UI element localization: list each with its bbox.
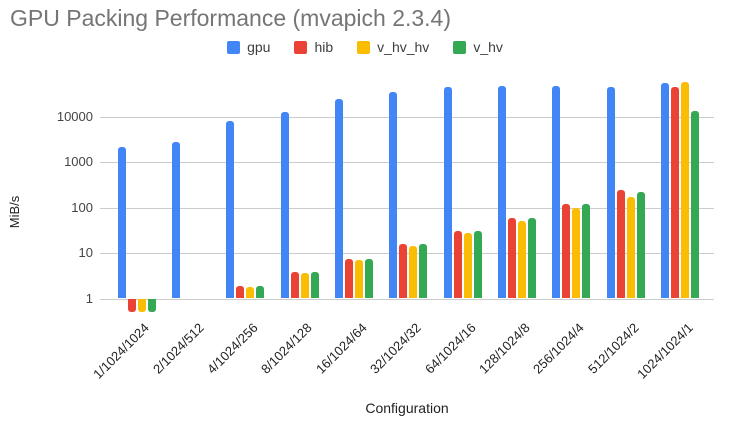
y-tick-label: 1 [85, 290, 93, 306]
bar-hib-8/1024/128[interactable] [290, 271, 299, 299]
legend-label: v_hv [473, 39, 503, 55]
bar-v_hv_hv-256/1024/4[interactable] [572, 208, 581, 299]
legend-label: v_hv_hv [377, 39, 430, 55]
x-tick-label: 2/1024/512 [149, 320, 207, 377]
bar-gpu-512/1024/2[interactable] [606, 86, 615, 299]
bar-v_hv-128/1024/8[interactable] [527, 217, 536, 299]
bar-v_hv-4/1024/256[interactable] [256, 285, 265, 299]
x-tick-label: 128/1024/8 [475, 320, 533, 377]
bar-v_hv_hv-64/1024/16[interactable] [463, 232, 472, 299]
legend-item-hib[interactable]: hib [294, 39, 333, 55]
bar-v_hv-256/1024/4[interactable] [582, 203, 591, 299]
x-axis-title: Configuration [365, 400, 449, 416]
bar-hib-64/1024/16[interactable] [453, 230, 462, 299]
bar-gpu-32/1024/32[interactable] [389, 91, 398, 299]
bar-v_hv-64/1024/16[interactable] [473, 230, 482, 299]
bar-hib-512/1024/2[interactable] [616, 190, 625, 299]
bar-gpu-16/1024/64[interactable] [334, 99, 343, 299]
y-tick-label: 1000 [64, 154, 93, 170]
bar-hib-1/1024/1024[interactable] [127, 298, 136, 313]
legend-label: gpu [247, 39, 271, 55]
bar-v_hv_hv-4/1024/256[interactable] [246, 286, 255, 299]
bar-v_hv-1/1024/1024[interactable] [147, 298, 156, 313]
bar-hib-256/1024/4[interactable] [562, 204, 571, 299]
chart-title: GPU Packing Performance (mvapich 2.3.4) [10, 5, 452, 31]
legend-item-v_hv[interactable]: v_hv [453, 39, 503, 55]
x-tick-label: 1/1024/1024 [90, 320, 153, 382]
bar-gpu-64/1024/16[interactable] [443, 87, 452, 299]
bar-v_hv_hv-1/1024/1024[interactable] [137, 298, 146, 313]
legend-item-gpu[interactable]: gpu [227, 39, 270, 55]
bar-hib-4/1024/256[interactable] [236, 285, 245, 299]
bar-gpu-1024/1024/1[interactable] [661, 83, 669, 299]
gridline [100, 162, 714, 164]
bar-hib-16/1024/64[interactable] [344, 258, 353, 299]
y-tick-label: 10 [78, 245, 93, 261]
bar-v_hv-16/1024/64[interactable] [364, 258, 373, 299]
x-tick-label: 1024/1024/1 [633, 320, 696, 382]
x-tick-label: 16/1024/64 [312, 320, 370, 377]
bar-hib-32/1024/32[interactable] [399, 243, 408, 299]
bar-v_hv_hv-8/1024/128[interactable] [300, 272, 309, 299]
bar-v_hv-32/1024/32[interactable] [419, 243, 428, 299]
plot-area [100, 80, 714, 313]
bar-v_hv-1024/1024/1[interactable] [691, 110, 699, 299]
bar-v_hv_hv-1024/1024/1[interactable] [681, 82, 689, 299]
gridline [100, 116, 714, 118]
v_hv_hv-legend-swatch [357, 40, 371, 54]
y-axis-title: MiB/s [7, 195, 22, 229]
bar-v_hv_hv-128/1024/8[interactable] [517, 220, 526, 299]
x-tick-label: 512/1024/2 [584, 320, 642, 377]
bar-hib-128/1024/8[interactable] [507, 217, 516, 299]
bar-hib-1024/1024/1[interactable] [671, 87, 679, 299]
bar-gpu-1/1024/1024[interactable] [117, 146, 126, 299]
legend-item-v_hv_hv[interactable]: v_hv_hv [357, 39, 429, 55]
bar-gpu-128/1024/8[interactable] [497, 86, 506, 299]
legend-label: hib [314, 39, 334, 55]
bar-v_hv_hv-32/1024/32[interactable] [409, 245, 418, 299]
gridline [100, 298, 714, 300]
bar-gpu-4/1024/256[interactable] [226, 120, 235, 299]
bar-gpu-2/1024/512[interactable] [171, 141, 180, 299]
y-tick-label: 10000 [56, 108, 93, 124]
bar-v_hv_hv-16/1024/64[interactable] [354, 260, 363, 299]
x-tick-label: 64/1024/16 [421, 320, 479, 377]
v_hv-legend-swatch [453, 40, 467, 54]
y-tick-label: 100 [71, 199, 93, 215]
bar-v_hv_hv-512/1024/2[interactable] [626, 197, 635, 299]
x-tick-label: 32/1024/32 [367, 320, 424, 377]
x-tick-label: 8/1024/128 [258, 320, 316, 377]
gpu-legend-swatch [227, 40, 241, 54]
bar-gpu-8/1024/128[interactable] [280, 112, 289, 299]
legend: gpu hib v_hv_hv v_hv [0, 38, 730, 56]
x-tick-label: 4/1024/256 [204, 320, 261, 377]
bar-v_hv-8/1024/128[interactable] [310, 271, 319, 299]
gridline [100, 207, 714, 209]
bar-gpu-256/1024/4[interactable] [552, 86, 561, 299]
bar-v_hv-512/1024/2[interactable] [636, 192, 645, 299]
x-tick-label: 256/1024/4 [530, 320, 587, 377]
hib-legend-swatch [294, 40, 308, 54]
